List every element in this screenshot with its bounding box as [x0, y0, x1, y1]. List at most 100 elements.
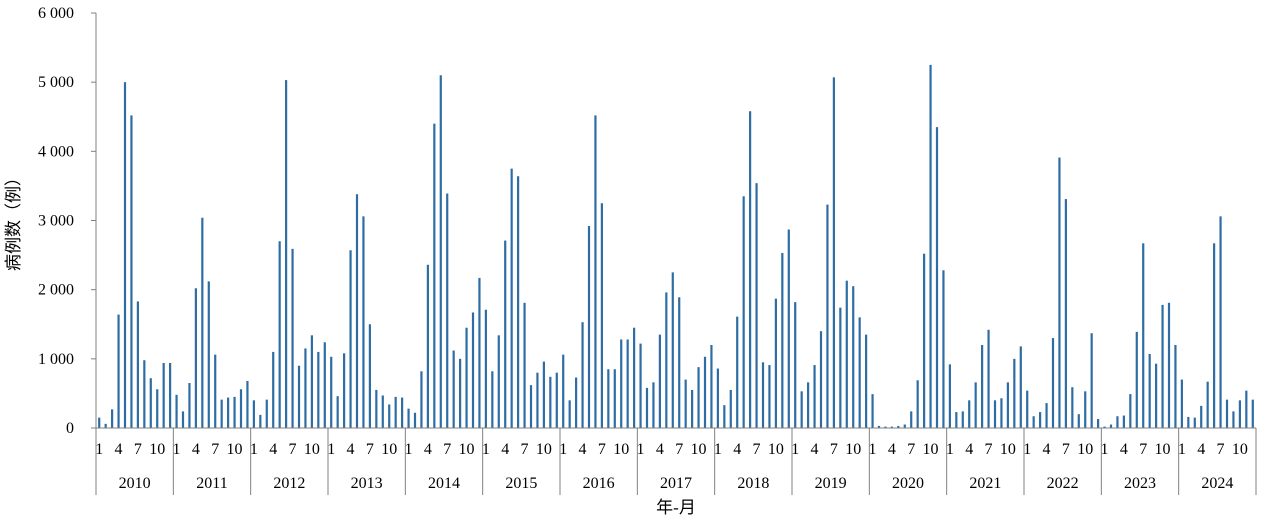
bar-2020-11 — [935, 127, 939, 429]
month-tick-label: 10 — [1077, 441, 1093, 458]
month-tick-label: 1 — [1023, 441, 1031, 458]
year-label-2019: 2019 — [815, 475, 847, 492]
bar-2019-7 — [832, 77, 835, 428]
month-tick-label: 7 — [521, 441, 529, 458]
bar-2015-10 — [542, 361, 545, 428]
bar-2015-3 — [497, 335, 500, 428]
bar-2023-8 — [1148, 353, 1151, 428]
month-tick-label: 4 — [1043, 441, 1051, 458]
bar-2020-5 — [897, 425, 900, 428]
year-label-2012: 2012 — [273, 475, 305, 492]
bar-2011-11 — [239, 389, 243, 428]
month-tick-label: 1 — [869, 441, 877, 458]
month-tick-label: 1 — [1101, 441, 1109, 458]
bar-2010-9 — [149, 378, 152, 428]
bar-2013-9 — [381, 395, 384, 428]
month-tick-label: 7 — [1139, 441, 1147, 458]
bar-2013-2 — [336, 396, 339, 428]
bar-2014-1 — [407, 408, 410, 428]
bar-2019-4 — [813, 365, 816, 428]
bar-2017-11 — [703, 356, 707, 428]
bar-2010-3 — [111, 409, 114, 428]
bar-2016-9 — [613, 369, 616, 428]
month-tick-label: 7 — [289, 441, 297, 458]
month-tick-label: 4 — [888, 441, 896, 458]
bar-2017-8 — [684, 379, 687, 428]
bar-2018-9 — [768, 365, 771, 428]
bar-2021-5 — [974, 382, 977, 428]
bar-2012-5 — [278, 241, 281, 428]
bar-2024-11 — [1245, 390, 1248, 428]
month-tick-label: 1 — [482, 441, 490, 458]
bar-2022-5 — [1051, 338, 1055, 428]
bar-2010-5 — [123, 82, 127, 429]
bar-2022-3 — [1039, 412, 1042, 428]
month-tick-label: 10 — [304, 441, 320, 458]
year-label-2022: 2022 — [1047, 475, 1079, 492]
month-tick-label: 4 — [424, 441, 432, 458]
bar-2017-9 — [691, 389, 694, 428]
bar-2024-4 — [1200, 405, 1203, 428]
month-tick-label: 7 — [366, 441, 374, 458]
bar-2016-12 — [633, 327, 636, 428]
bar-2013-12 — [401, 397, 404, 428]
month-tick-label: 1 — [637, 441, 645, 458]
month-tick-label: 7 — [753, 441, 761, 458]
bar-2022-11 — [1090, 333, 1093, 428]
bar-2023-11 — [1167, 302, 1171, 428]
bar-2024-2 — [1187, 416, 1190, 428]
y-tick-label: 2 000 — [38, 282, 74, 299]
bar-2013-5 — [355, 194, 359, 428]
bar-2020-10 — [929, 64, 932, 429]
bar-2014-2 — [413, 412, 417, 428]
bar-2010-1 — [98, 417, 101, 429]
month-tick-label: 10 — [613, 441, 629, 458]
bar-2024-3 — [1193, 417, 1196, 429]
bars — [98, 64, 1254, 429]
bar-2018-12 — [787, 229, 790, 428]
bar-2011-6 — [207, 281, 210, 428]
month-tick-label: 1 — [250, 441, 258, 458]
bar-2018-2 — [723, 405, 726, 428]
bar-2013-8 — [375, 389, 378, 428]
bar-2019-8 — [839, 307, 842, 428]
month-tick-label: 7 — [1062, 441, 1070, 458]
year-label-2020: 2020 — [892, 475, 924, 492]
bar-2016-2 — [568, 400, 571, 428]
bar-2011-4 — [194, 288, 197, 428]
month-tick-label: 4 — [1197, 441, 1205, 458]
bar-2015-8 — [529, 385, 533, 428]
bar-2011-7 — [214, 354, 217, 428]
month-tick-label: 7 — [598, 441, 606, 458]
bar-2023-10 — [1161, 304, 1164, 428]
month-tick-label: 1 — [559, 441, 567, 458]
bar-2021-1 — [948, 364, 951, 428]
bar-2013-3 — [343, 353, 346, 428]
bar-2016-3 — [575, 377, 578, 428]
bar-2018-8 — [761, 362, 765, 428]
month-tick-label: 10 — [1155, 441, 1171, 458]
bar-2010-4 — [117, 314, 120, 428]
month-tick-label: 7 — [134, 441, 142, 458]
bar-2014-11 — [471, 312, 475, 428]
bar-2013-7 — [368, 324, 371, 428]
year-label-2010: 2010 — [119, 475, 151, 492]
bar-2011-3 — [188, 383, 191, 428]
bar-2013-4 — [349, 250, 352, 428]
bar-2017-6 — [671, 272, 674, 429]
bar-2010-7 — [136, 301, 139, 428]
month-tick-label: 10 — [381, 441, 397, 458]
bar-2021-12 — [1019, 346, 1022, 428]
month-tick-label: 4 — [733, 441, 741, 458]
bar-2014-12 — [478, 277, 481, 428]
bar-2023-5 — [1129, 394, 1132, 428]
bar-2014-4 — [426, 264, 429, 428]
bar-2018-10 — [774, 298, 777, 428]
bar-2020-9 — [923, 253, 926, 428]
bar-2020-3 — [884, 426, 887, 428]
bar-2024-6 — [1213, 243, 1216, 428]
bar-2022-6 — [1058, 157, 1061, 428]
bar-2011-2 — [181, 411, 185, 428]
bar-2019-9 — [845, 280, 848, 428]
